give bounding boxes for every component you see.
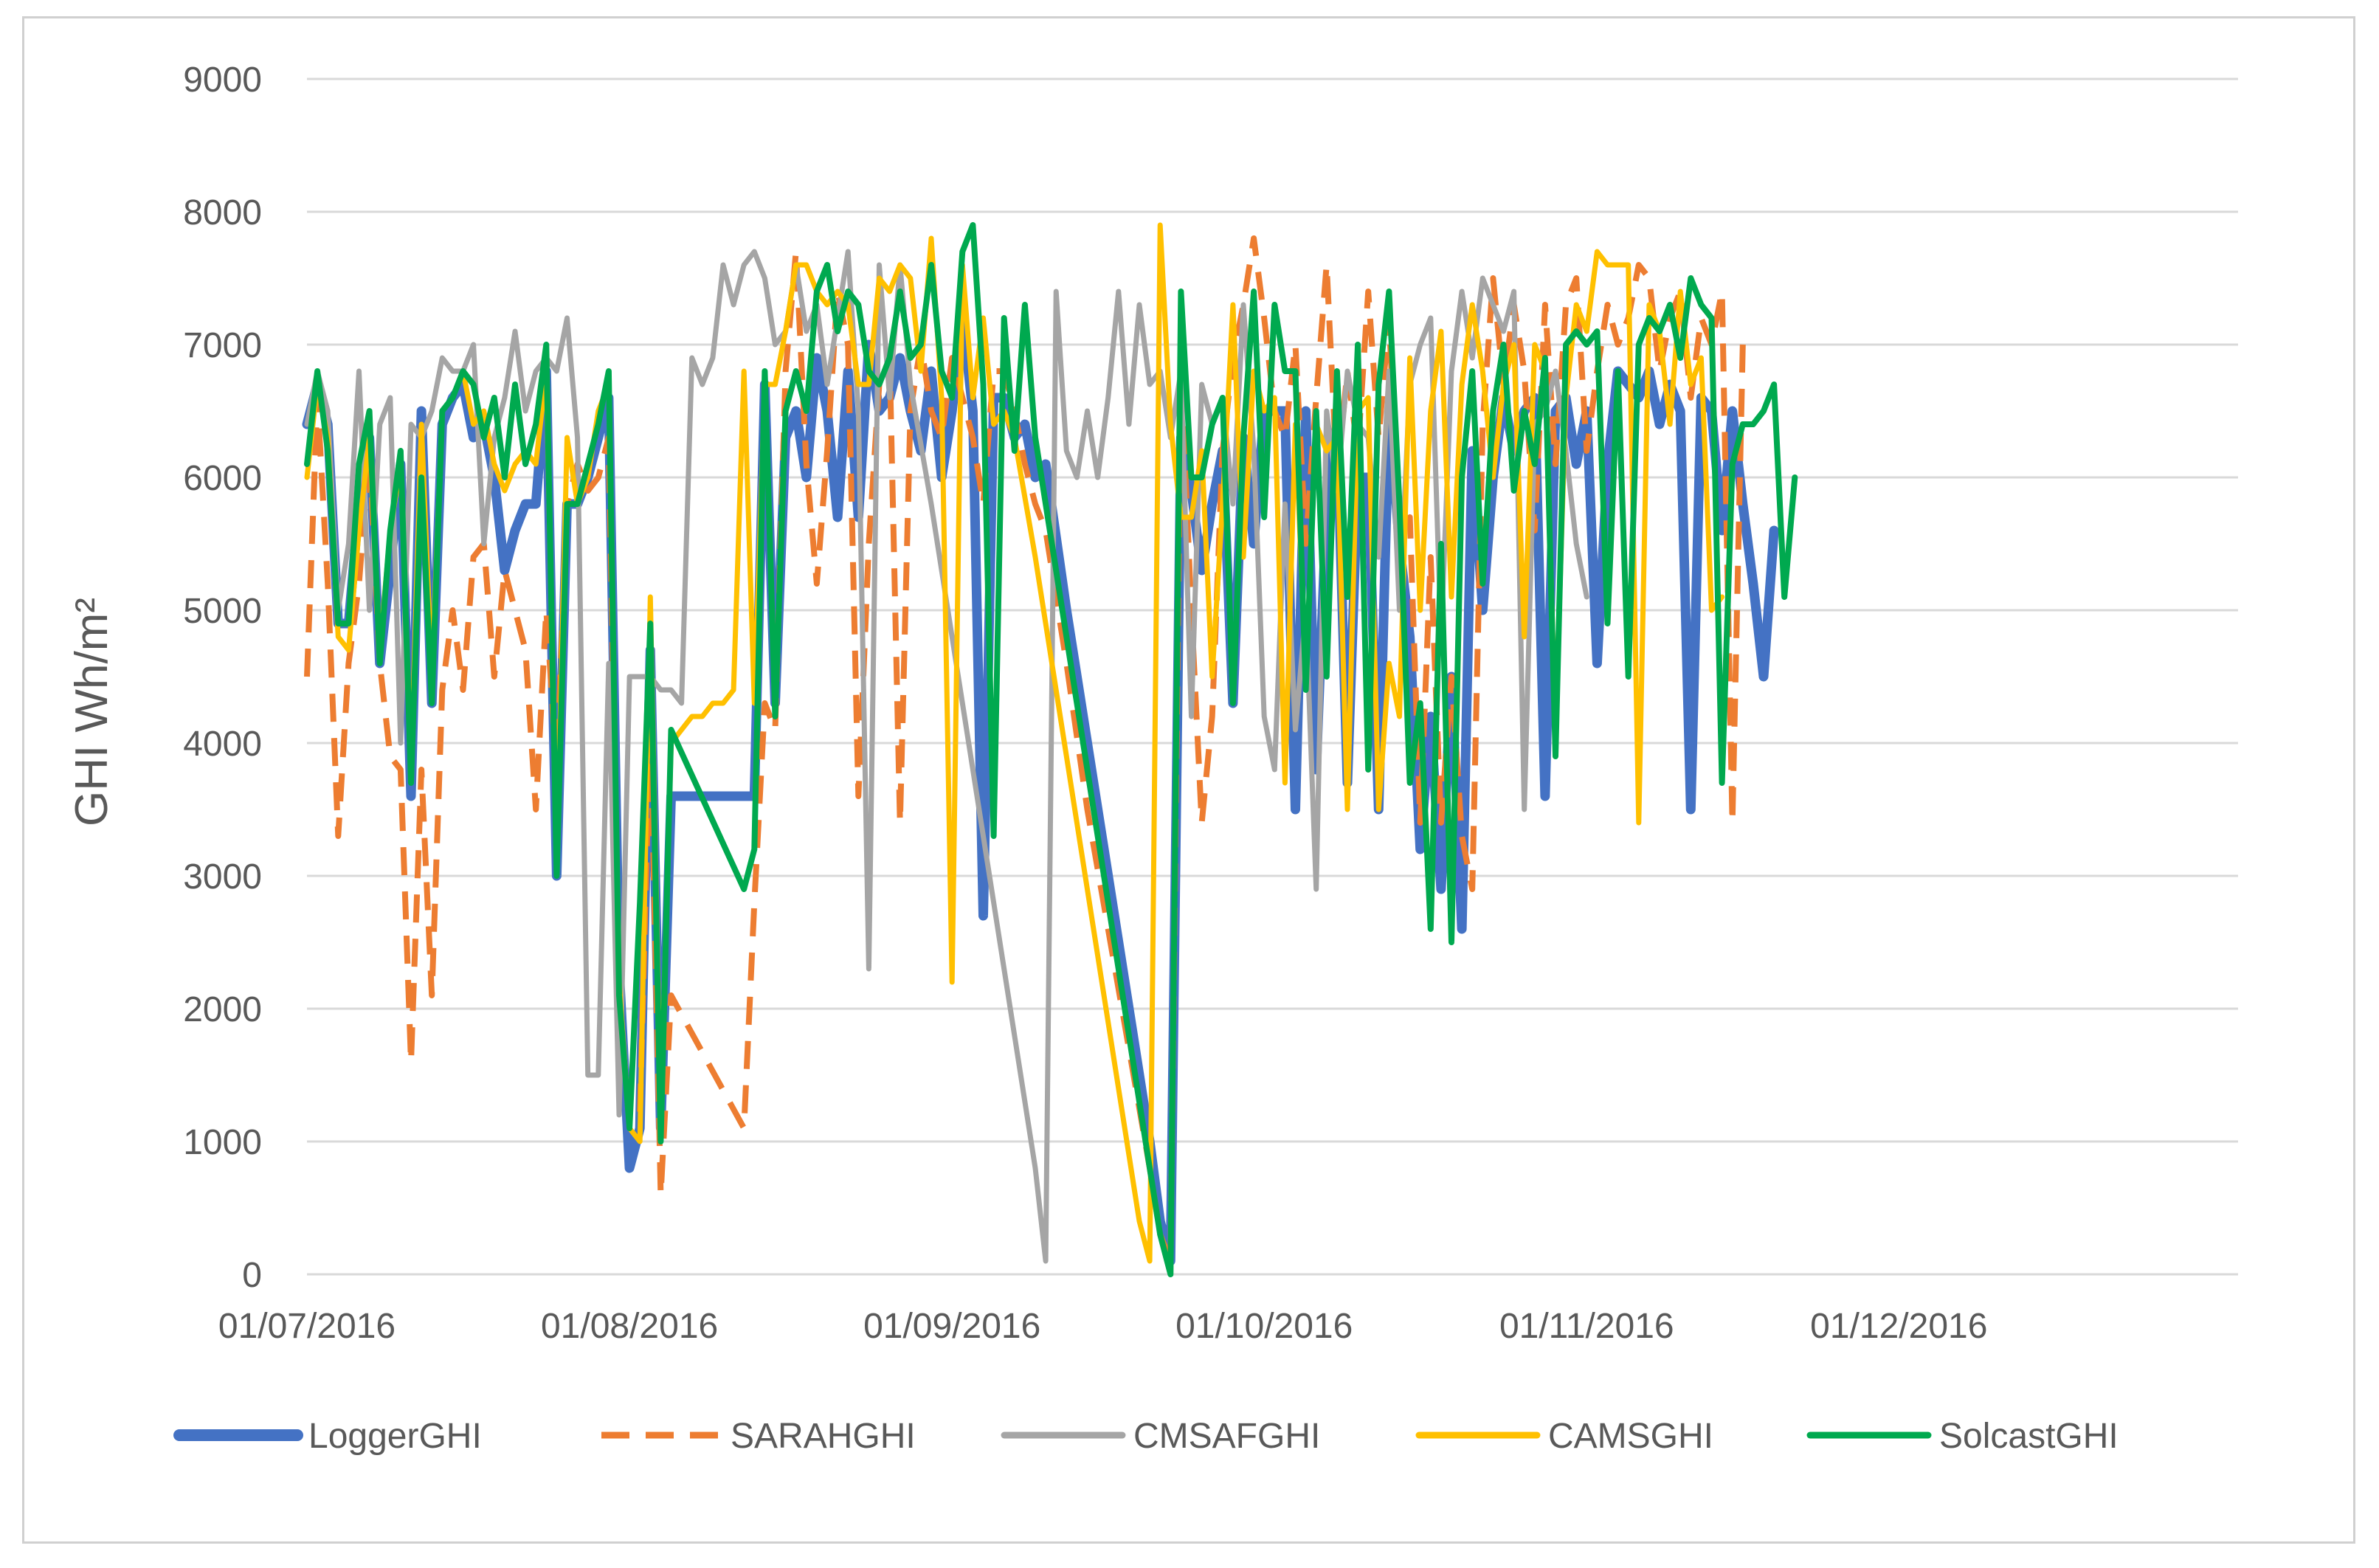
series-line-solcastghi <box>304 222 1798 1277</box>
legend-label-camsghi: CAMSGHI <box>1548 1417 1713 1456</box>
series-line-camsghi <box>304 222 1725 1264</box>
x-tick-label: 01/07/2016 <box>218 1307 396 1346</box>
series-line-cmsafghi <box>304 249 1589 1264</box>
y-tick-label: 8000 <box>183 193 262 232</box>
y-axis-ticks: 0 1000 2000 3000 4000 5000 6000 7000 8000 9000 <box>183 61 262 1295</box>
y-axis-title: GHI Wh/m² <box>66 598 117 826</box>
series-layer <box>302 222 1798 1277</box>
y-tick-label: 3000 <box>183 857 262 897</box>
chart-frame: 0 1000 2000 3000 4000 5000 6000 7000 8000 9000 01… <box>22 16 2355 1544</box>
y-tick-label: 0 <box>242 1256 262 1295</box>
y-tick-label: 5000 <box>183 592 262 631</box>
x-tick-label: 01/12/2016 <box>1810 1307 1987 1346</box>
legend-label-loggerghi: LoggerGHI <box>308 1417 482 1456</box>
legend: LoggerGHI SARAHGHI CMSAFGHI CAMSGHI SolcastG… <box>173 1417 2119 1456</box>
y-tick-label: 7000 <box>183 326 262 365</box>
x-tick-label: 01/08/2016 <box>541 1307 718 1346</box>
line-chart: 0 1000 2000 3000 4000 5000 6000 7000 8000 9000 01… <box>66 61 2238 1456</box>
grid-layer <box>307 77 2238 1276</box>
legend-label-sarahghi: SARAHGHI <box>731 1417 916 1456</box>
y-tick-label: 2000 <box>183 990 262 1029</box>
legend-label-solcastghi: SolcastGHI <box>1939 1417 2119 1456</box>
x-tick-label: 01/11/2016 <box>1499 1307 1674 1346</box>
legend-label-cmsafghi: CMSAFGHI <box>1133 1417 1320 1456</box>
series-line-sarahghi <box>304 235 1746 1264</box>
y-tick-label: 4000 <box>183 725 262 764</box>
x-tick-label: 01/10/2016 <box>1175 1307 1353 1346</box>
y-tick-label: 6000 <box>183 459 262 498</box>
x-axis-ticks: 01/07/2016 01/08/2016 01/09/2016 01/10/2016… <box>218 1307 1988 1346</box>
y-tick-label: 1000 <box>183 1123 262 1162</box>
y-tick-label: 9000 <box>183 61 262 100</box>
x-tick-label: 01/09/2016 <box>863 1307 1040 1346</box>
